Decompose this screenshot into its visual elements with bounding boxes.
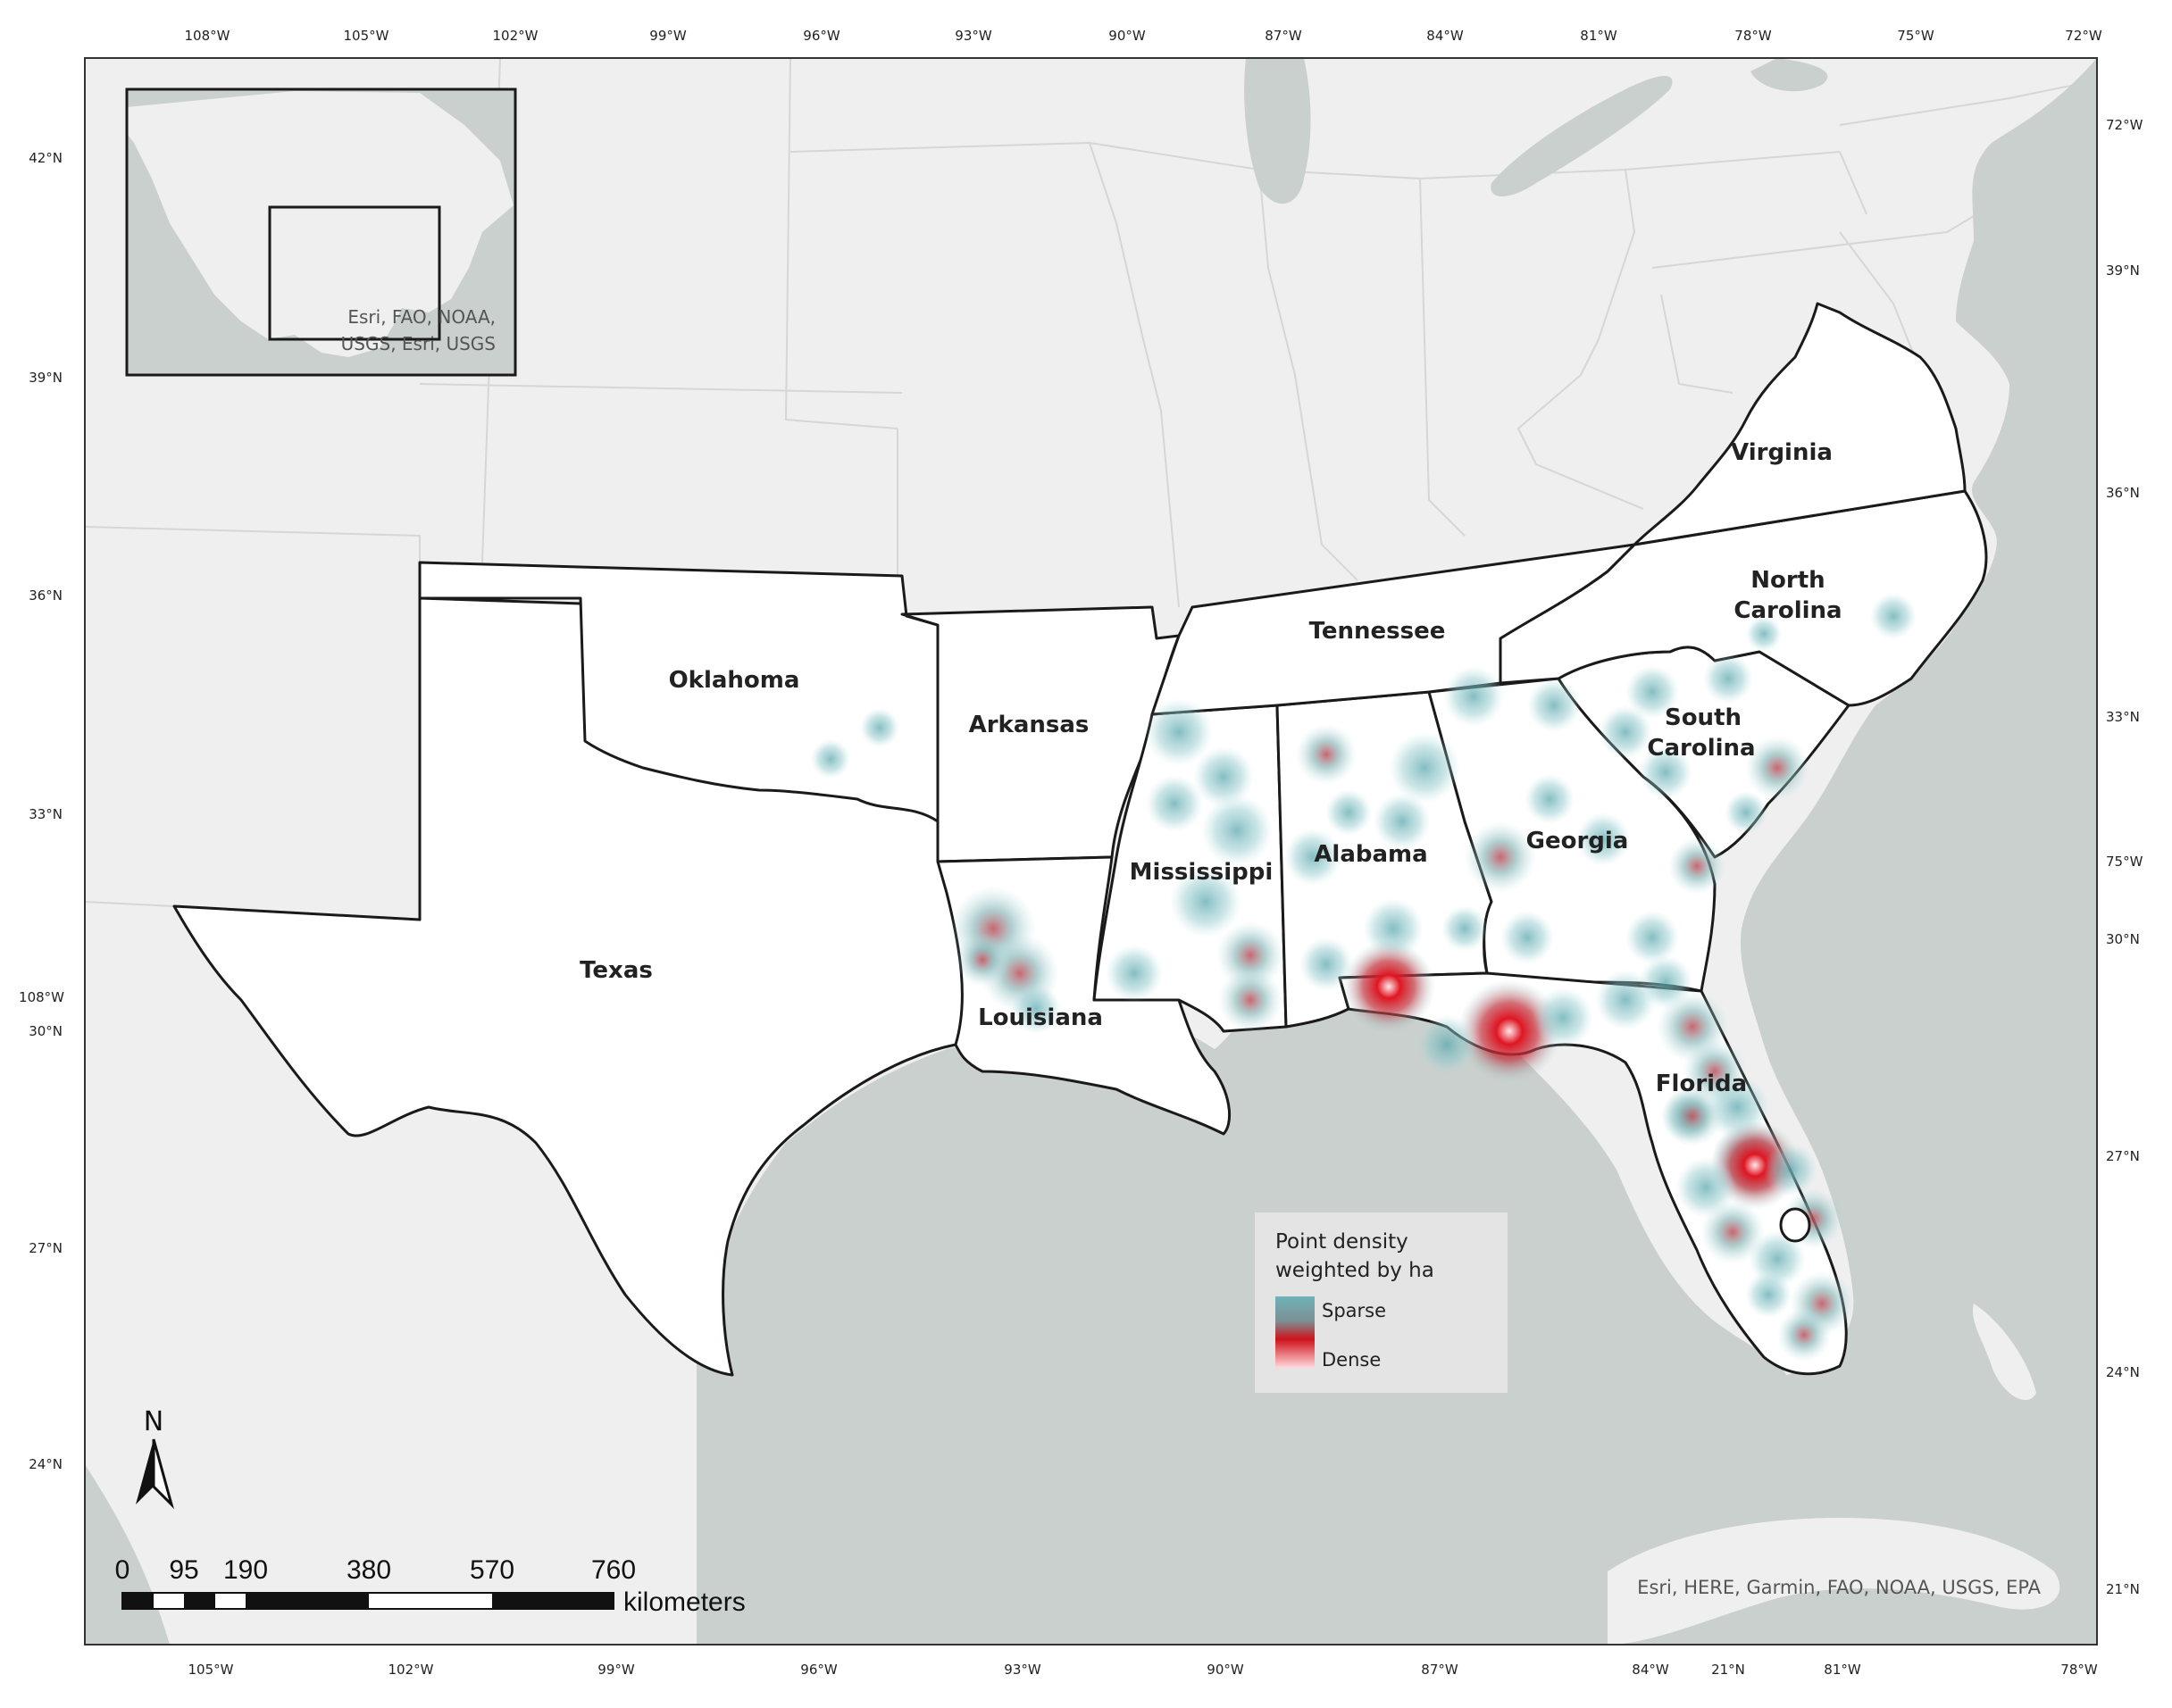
- tick-bottom-6: 87°W: [1421, 1662, 1458, 1678]
- virginia-shape: [1633, 302, 1967, 546]
- state-labels: Virginia North Carolina Tennessee Oklaho…: [580, 439, 1842, 1097]
- lake-okeechobee: [1779, 1207, 1811, 1243]
- legend-color-ramp: [1275, 1296, 1315, 1368]
- tick-top-11: 75°W: [1897, 28, 1934, 44]
- scale-label-95: 95: [169, 1555, 198, 1585]
- tick-bottom-extra2: 81°W: [1824, 1662, 1861, 1678]
- label-mississippi: Mississippi: [1130, 859, 1274, 886]
- texas-shape: [172, 596, 975, 1377]
- scale-unit: kilometers: [623, 1587, 746, 1617]
- oklahoma-shape: [418, 561, 940, 823]
- label-north-carolina-line1: North: [1750, 567, 1825, 594]
- label-alabama: Alabama: [1314, 841, 1427, 868]
- scale-label-380: 380: [347, 1555, 391, 1585]
- tick-left-1: 39°N: [29, 370, 63, 386]
- tick-top-9: 81°W: [1580, 28, 1617, 44]
- legend-title-line1: Point density: [1275, 1230, 1408, 1254]
- tick-left-3: 33°N: [29, 806, 63, 822]
- north-arrow-label: N: [144, 1406, 163, 1437]
- bahamas-island: [1973, 1304, 2036, 1401]
- tick-right-0: 72°W: [2106, 117, 2143, 133]
- lake-michigan: [1244, 58, 1311, 204]
- lake-erie: [1491, 76, 1673, 196]
- inset-north-america: [127, 91, 514, 357]
- label-arkansas: Arkansas: [969, 712, 1090, 738]
- tick-bottom-5: 90°W: [1207, 1662, 1244, 1678]
- tick-left-2: 36°N: [29, 587, 63, 604]
- label-virginia: Virginia: [1731, 439, 1833, 466]
- tick-top-10: 78°W: [1734, 28, 1772, 44]
- density-heatmap: [811, 593, 1917, 1362]
- atlantic-ocean: [1741, 58, 2097, 1645]
- tick-bottom-7: 84°W: [1632, 1662, 1669, 1678]
- tick-top-0: 108°W: [185, 28, 230, 44]
- tick-right-1: 39°N: [2106, 262, 2140, 279]
- legend-title-line2: weighted by ha: [1275, 1259, 1434, 1282]
- label-tennessee: Tennessee: [1309, 618, 1446, 645]
- inset-attribution-line1: Esri, FAO, NOAA,: [347, 306, 496, 328]
- tick-top-1: 105°W: [344, 28, 389, 44]
- inset-map: Esri, FAO, NOAA, USGS, Esri, USGS: [125, 87, 517, 377]
- cuba: [1608, 1518, 2060, 1645]
- scale-bar: 0 95 190 380 570 760 kilometers: [115, 1555, 746, 1617]
- tick-right-3: 33°N: [2106, 709, 2140, 725]
- scale-label-0: 0: [115, 1555, 130, 1585]
- tick-bottom-2: 99°W: [597, 1662, 635, 1678]
- label-oklahoma: Oklahoma: [669, 667, 800, 694]
- tick-bottom-4: 93°W: [1004, 1662, 1041, 1678]
- tick-top-8: 84°W: [1426, 28, 1464, 44]
- tick-top-4: 96°W: [803, 28, 840, 44]
- tick-right-7: 24°N: [2106, 1364, 2140, 1380]
- tick-right-6: 27°N: [2106, 1148, 2140, 1164]
- gulf-of-mexico: [697, 985, 1786, 1645]
- label-south-carolina-line1: South: [1665, 704, 1742, 731]
- tick-right-5: 30°N: [2106, 931, 2140, 947]
- label-louisiana: Louisiana: [978, 1004, 1103, 1031]
- legend-sparse: Sparse: [1322, 1300, 1386, 1321]
- tick-top-3: 99°W: [649, 28, 687, 44]
- tick-left-0: 42°N: [29, 150, 63, 166]
- tick-left-6: 24°N: [29, 1456, 63, 1472]
- tick-top-5: 93°W: [955, 28, 992, 44]
- north-arrow: N: [136, 1406, 174, 1510]
- legend: Point density weighted by ha Sparse Dens…: [1255, 1212, 1508, 1393]
- tick-labels-right: 72°W 39°N 36°N 33°N 75°W 30°N 27°N 24°N …: [2106, 117, 2143, 1597]
- tick-top-12: 72°W: [2065, 28, 2102, 44]
- tick-bottom-0: 105°W: [188, 1662, 234, 1678]
- tennessee-shape: [1150, 543, 1636, 716]
- scale-label-760: 760: [591, 1555, 636, 1585]
- tick-bottom-extra: 21°N: [1711, 1662, 1745, 1678]
- label-north-carolina-line2: Carolina: [1733, 597, 1842, 624]
- tick-bottom-1: 102°W: [388, 1662, 434, 1678]
- lake-ontario: [1750, 58, 1828, 92]
- inset-attribution-line2: USGS, Esri, USGS: [341, 333, 496, 354]
- map-attribution: Esri, HERE, Garmin, FAO, NOAA, USGS, EPA: [1637, 1577, 2041, 1598]
- tick-right-8: 21°N: [2106, 1581, 2140, 1597]
- tick-bottom-9: 78°W: [2060, 1662, 2098, 1678]
- tick-left-5: 27°N: [29, 1240, 63, 1256]
- tick-top-7: 87°W: [1265, 28, 1302, 44]
- tick-labels-left: 42°N 39°N 36°N 33°N 108°W 30°N 27°N 24°N: [19, 150, 64, 1472]
- tick-top-2: 102°W: [493, 28, 539, 44]
- label-texas: Texas: [580, 957, 653, 984]
- scale-label-190: 190: [223, 1555, 268, 1585]
- scale-label-570: 570: [470, 1555, 514, 1585]
- tick-top-6: 90°W: [1108, 28, 1146, 44]
- tick-right-2: 36°N: [2106, 485, 2140, 501]
- tick-left-extra: 108°W: [19, 989, 64, 1005]
- label-florida: Florida: [1656, 1071, 1747, 1097]
- tick-labels-top: 108°W 105°W 102°W 99°W 96°W 93°W 90°W 87…: [185, 28, 2102, 44]
- legend-dense: Dense: [1322, 1349, 1381, 1371]
- tick-bottom-3: 96°W: [800, 1662, 838, 1678]
- map-canvas: Virginia North Carolina Tennessee Oklaho…: [85, 58, 2097, 1645]
- tick-left-4: 30°N: [29, 1023, 63, 1039]
- label-south-carolina-line2: Carolina: [1647, 735, 1755, 762]
- label-georgia: Georgia: [1526, 828, 1629, 854]
- tick-right-4: 75°W: [2106, 854, 2143, 870]
- tick-labels-bottom: 105°W 102°W 99°W 96°W 93°W 90°W 87°W 84°…: [188, 1662, 2098, 1678]
- inset-extent-box: [268, 205, 441, 341]
- map-frame: [84, 57, 2098, 1646]
